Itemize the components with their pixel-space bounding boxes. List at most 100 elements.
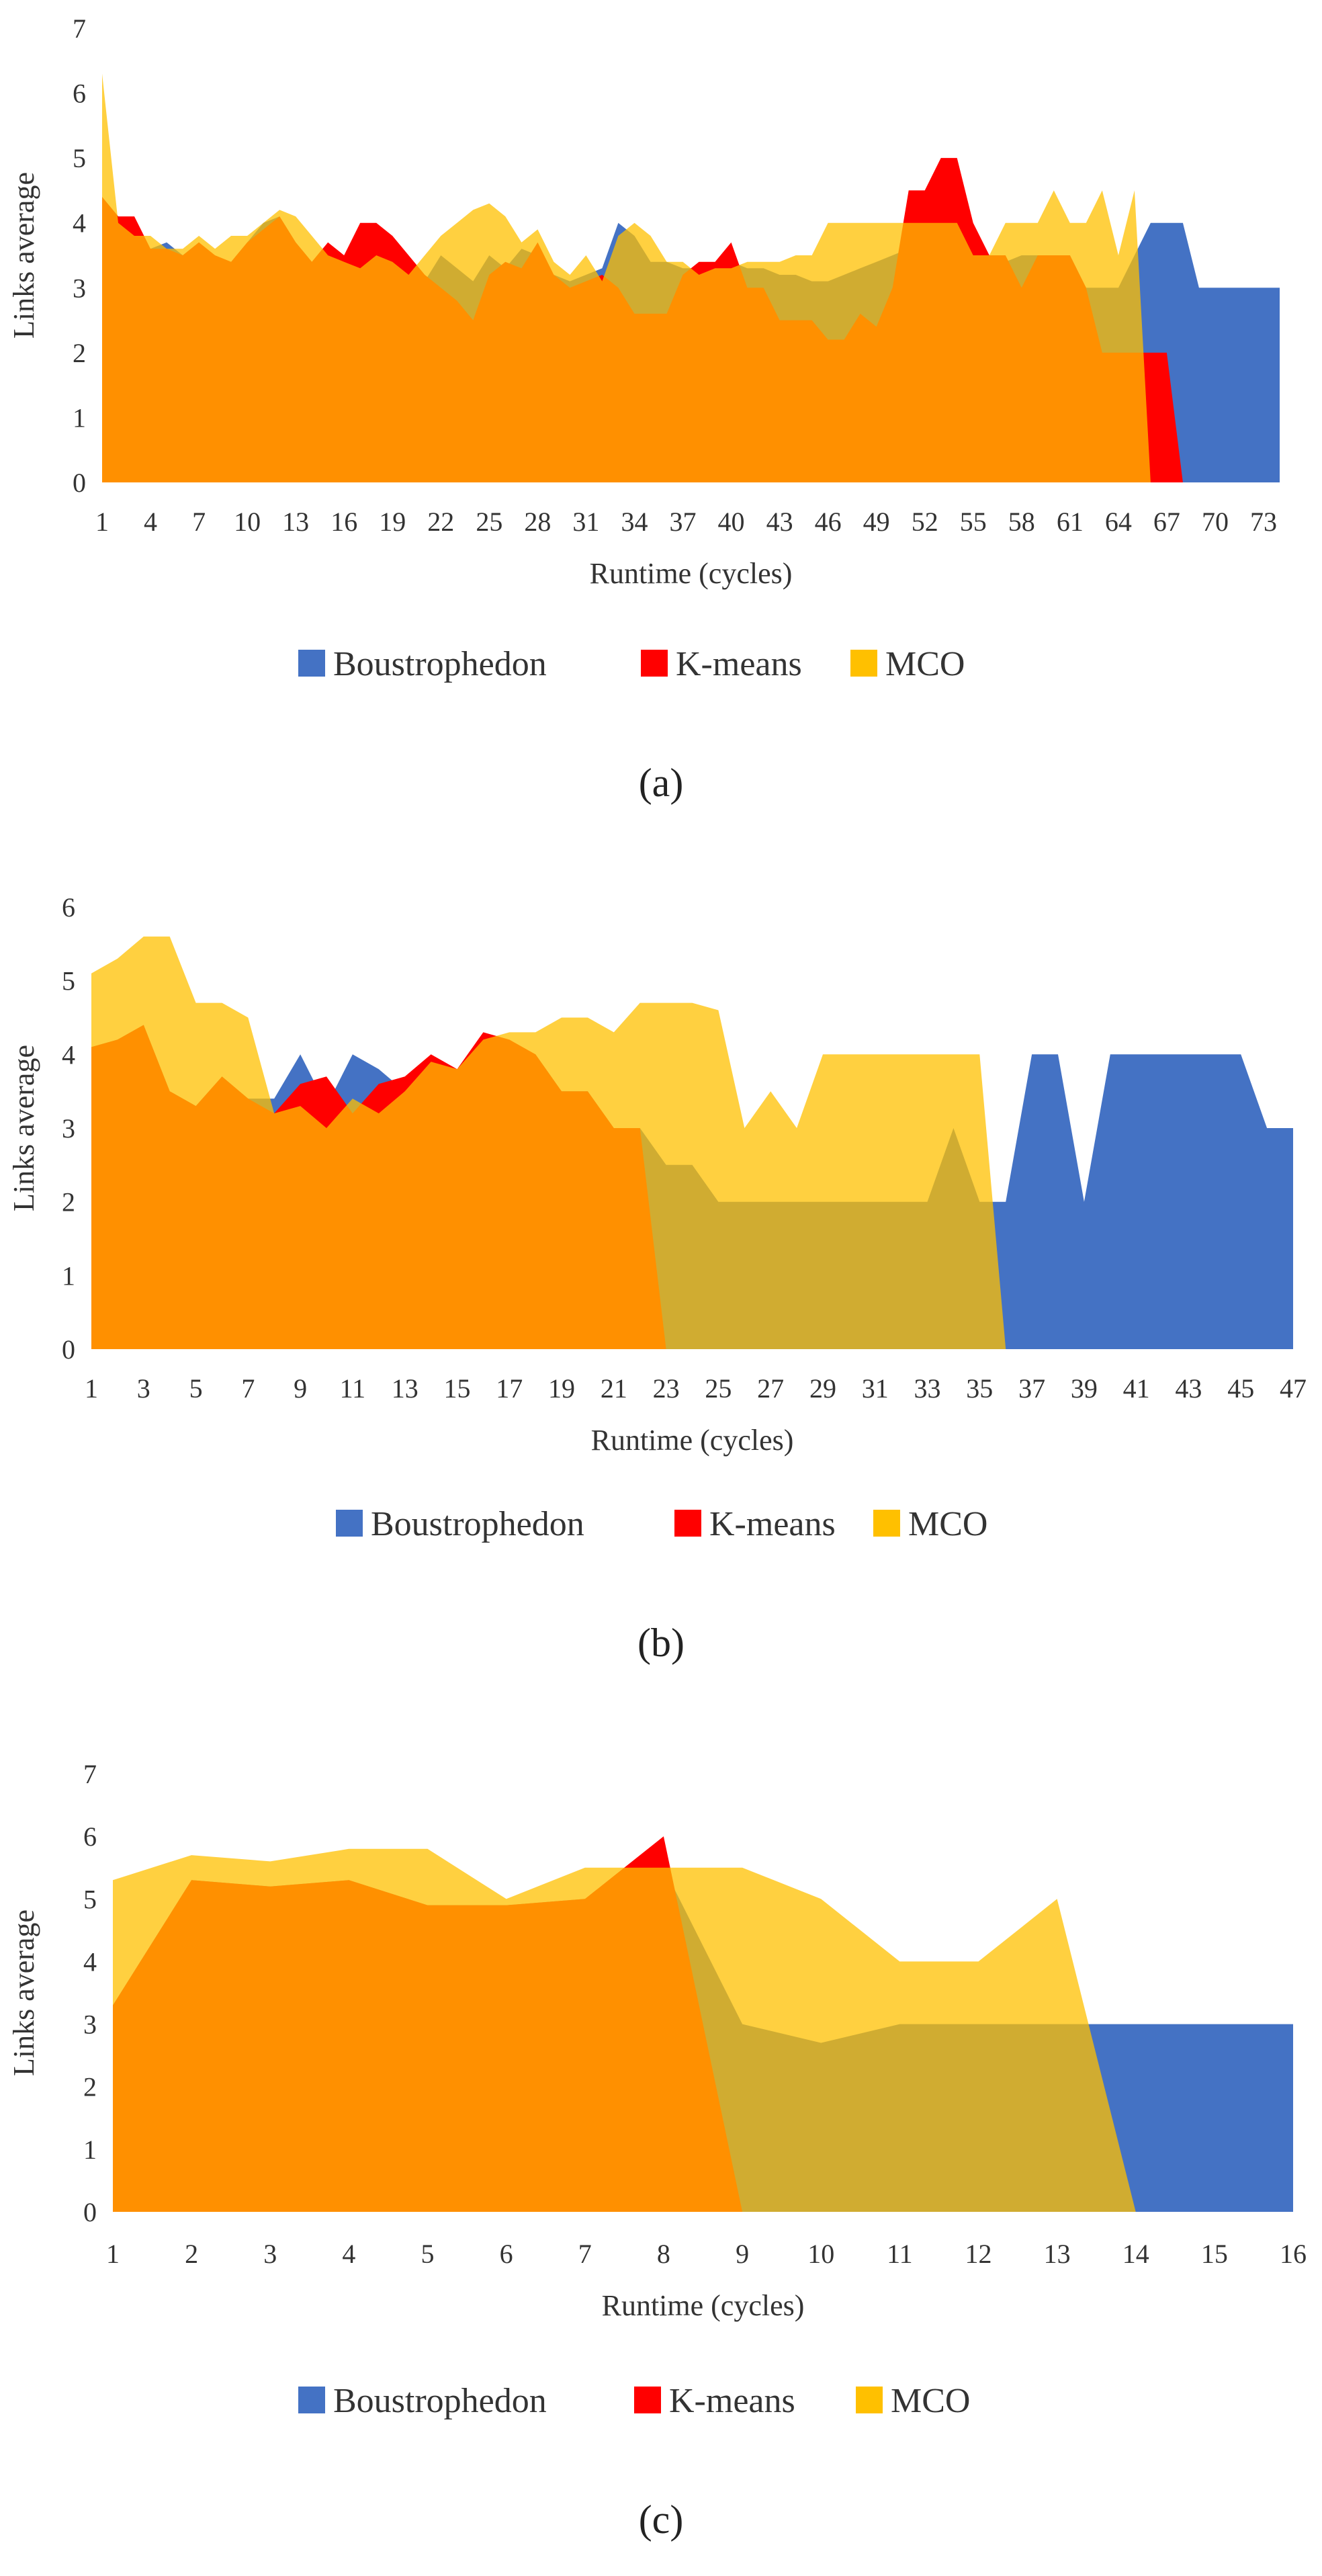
- x-tick-label: 5: [421, 2239, 435, 2269]
- legend-swatch: [674, 1510, 701, 1537]
- x-tick-label: 10: [807, 2239, 834, 2269]
- x-tick-label: 37: [1018, 1373, 1045, 1404]
- legend-label: K-means: [669, 2382, 795, 2420]
- area-series-mco: [102, 73, 1280, 483]
- x-tick-label: 8: [657, 2239, 670, 2269]
- x-tick-label: 70: [1202, 507, 1229, 537]
- x-tick-label: 11: [887, 2239, 913, 2269]
- legend-swatch: [873, 1510, 900, 1537]
- x-tick-label: 28: [524, 507, 551, 537]
- legend-label: Boustrophedon: [371, 1505, 584, 1543]
- x-tick-label: 3: [137, 1373, 150, 1404]
- x-axis-title: Runtime (cycles): [602, 2289, 805, 2322]
- y-tick-label: 3: [62, 1113, 75, 1144]
- x-tick-label: 11: [340, 1373, 366, 1404]
- x-tick-label: 14: [1122, 2239, 1149, 2269]
- chart-panel-b: 0 1 2 3 4 5 6 1 3 5 7 9 11 13 15 17 19 21 23 25 27 29 31 33 35 37…: [0, 867, 1322, 1707]
- legend-label: Boustrophedon: [333, 2382, 547, 2420]
- x-tick-label: 19: [548, 1373, 575, 1404]
- x-tick-label: 13: [282, 507, 309, 537]
- x-tick-label: 39: [1071, 1373, 1098, 1404]
- x-tick-label: 29: [809, 1373, 836, 1404]
- y-tick-label: 0: [83, 2197, 97, 2227]
- x-tick-label: 73: [1250, 507, 1277, 537]
- legend-swatch: [298, 650, 325, 677]
- chart-panel-c: 0 1 2 3 4 5 6 7 1 2 3 4 5 6 7 8 9 10 11 12 13 14 15 16 Runtime (…: [0, 1707, 1322, 2576]
- x-tick-label: 27: [757, 1373, 784, 1404]
- y-tick-label: 3: [73, 273, 86, 303]
- x-tick-label: 12: [965, 2239, 992, 2269]
- y-tick-label: 4: [62, 1039, 75, 1070]
- legend-swatch: [641, 650, 668, 677]
- y-tick-label: 5: [83, 1884, 97, 1914]
- x-tick-label: 13: [392, 1373, 418, 1404]
- x-tick-label: 3: [263, 2239, 277, 2269]
- y-tick-label: 3: [83, 2010, 97, 2040]
- x-tick-label: 43: [1175, 1373, 1202, 1404]
- legend-swatch: [856, 2387, 883, 2413]
- x-tick-label: 67: [1153, 507, 1180, 537]
- legend-swatch: [850, 650, 877, 677]
- x-tick-label: 21: [601, 1373, 627, 1404]
- y-axis-title: Links average: [7, 1045, 40, 1211]
- x-tick-label: 19: [379, 507, 406, 537]
- x-tick-label: 7: [192, 507, 206, 537]
- panel-caption: (a): [639, 761, 684, 805]
- y-tick-label: 1: [73, 402, 86, 433]
- x-tick-label: 5: [189, 1373, 203, 1404]
- x-tick-label: 41: [1123, 1373, 1150, 1404]
- x-tick-label: 15: [1201, 2239, 1228, 2269]
- chart-panel-a: 0 1 2 3 4 5 6 7 1 4 7 10 13 16 19 22 25 28 31 34 37 40 43 46 49 5…: [0, 0, 1322, 867]
- x-tick-label: 31: [862, 1373, 889, 1404]
- legend-label: K-means: [676, 645, 802, 683]
- x-tick-label: 7: [241, 1373, 255, 1404]
- panel-caption: (c): [639, 2497, 684, 2542]
- x-tick-label: 13: [1044, 2239, 1071, 2269]
- y-tick-label: 4: [83, 1946, 97, 1977]
- area-series-mco: [113, 1848, 1293, 2212]
- x-tick-label: 35: [966, 1373, 993, 1404]
- x-tick-label: 47: [1280, 1373, 1307, 1404]
- legend: Boustrophedon K-means MCO: [336, 1505, 987, 1543]
- x-tick-label: 37: [669, 507, 696, 537]
- y-tick-label: 6: [83, 1821, 97, 1852]
- y-tick-label: 6: [73, 79, 86, 109]
- legend-label: K-means: [709, 1505, 836, 1543]
- y-tick-label: 4: [73, 208, 86, 239]
- y-tick-label: 1: [62, 1260, 75, 1291]
- x-tick-label: 9: [736, 2239, 749, 2269]
- y-axis-title: Links average: [7, 172, 40, 339]
- x-tick-label: 15: [443, 1373, 470, 1404]
- legend-label: MCO: [891, 2382, 970, 2420]
- x-tick-label: 4: [342, 2239, 355, 2269]
- x-tick-label: 23: [653, 1373, 680, 1404]
- x-tick-label: 1: [106, 2239, 120, 2269]
- legend: Boustrophedon K-means MCO: [298, 2382, 970, 2420]
- x-tick-label: 49: [863, 507, 890, 537]
- x-tick-label: 16: [330, 507, 357, 537]
- x-tick-label: 45: [1227, 1373, 1254, 1404]
- x-tick-label: 22: [427, 507, 454, 537]
- x-tick-label: 34: [621, 507, 648, 537]
- x-tick-label: 31: [572, 507, 599, 537]
- legend-swatch: [298, 2387, 325, 2413]
- x-tick-label: 33: [914, 1373, 941, 1404]
- y-tick-label: 5: [62, 966, 75, 996]
- x-tick-label: 4: [144, 507, 157, 537]
- y-tick-label: 6: [62, 892, 75, 922]
- x-tick-label: 7: [578, 2239, 592, 2269]
- legend-label: Boustrophedon: [333, 645, 547, 683]
- x-tick-label: 1: [95, 507, 109, 537]
- x-tick-label: 17: [496, 1373, 523, 1404]
- legend-label: MCO: [908, 1505, 987, 1543]
- legend-label: MCO: [885, 645, 965, 683]
- y-tick-label: 0: [62, 1334, 75, 1365]
- legend: Boustrophedon K-means MCO: [298, 645, 965, 683]
- x-axis-title: Runtime (cycles): [590, 557, 793, 590]
